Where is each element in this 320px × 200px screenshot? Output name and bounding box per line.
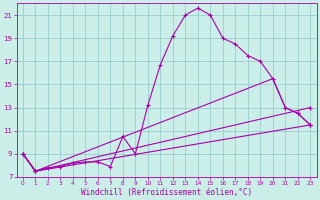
X-axis label: Windchill (Refroidissement éolien,°C): Windchill (Refroidissement éolien,°C) <box>81 188 252 197</box>
